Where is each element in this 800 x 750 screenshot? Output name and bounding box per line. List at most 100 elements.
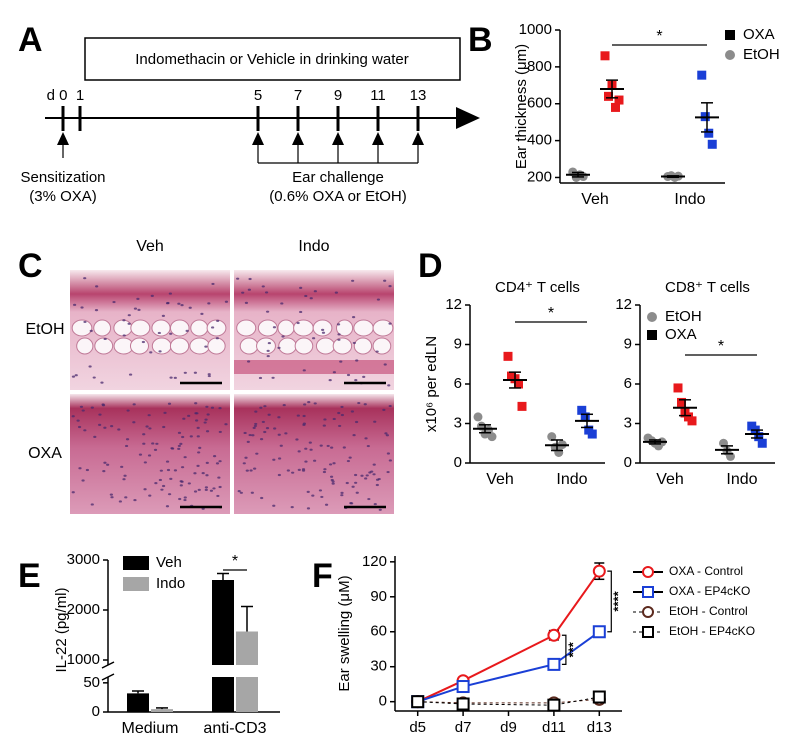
nucleus [187,414,191,417]
nucleus [365,474,369,477]
nucleus [165,460,170,463]
nucleus [183,498,187,502]
nucleus [254,410,258,413]
nucleus [217,476,221,479]
legend-label: OXA [743,26,775,43]
fat-cell [113,319,133,337]
nucleus [331,482,335,485]
nucleus [193,472,197,475]
x-tick-label: d5 [409,719,426,736]
nucleus [302,369,306,372]
nucleus [321,328,325,332]
nucleus [354,473,358,477]
nucleus [158,350,162,353]
nucleus [218,406,222,410]
y-tick-label: 9 [454,335,462,352]
significance-label: **** [611,590,626,611]
day-label: 1 [76,87,84,104]
y-tick-label: 200 [527,168,552,185]
nucleus [117,428,121,431]
data-point [487,432,497,442]
fat-cell [130,319,151,337]
nucleus [137,308,141,311]
nucleus [110,496,114,499]
nucleus [290,506,294,509]
y-axis-label: IL-22 (pg/ml) [53,587,70,672]
nucleus [197,451,201,454]
legend-marker [647,312,657,322]
nucleus [94,309,99,312]
nucleus [180,466,185,469]
nucleus [286,469,290,472]
nucleus [261,420,265,424]
data-point [517,401,527,411]
fat-cell [236,319,257,337]
day-label: 5 [254,87,262,104]
nucleus [253,467,257,470]
nucleus [79,405,84,408]
nucleus [207,374,211,378]
nucleus [188,306,192,309]
row-label: EtOH [25,321,64,338]
day-label: d 0 [47,87,68,104]
data-point [554,447,564,457]
nucleus [273,427,277,430]
nucleus [169,332,173,335]
nucleus [383,363,387,366]
bar [127,693,149,712]
nucleus [125,438,130,441]
nucleus [264,291,269,294]
nucleus [266,349,270,352]
panel-label: F [312,557,333,595]
nucleus [109,493,113,496]
nucleus [244,456,248,459]
legend-marker [647,330,657,340]
nucleus [280,302,284,305]
nucleus [195,412,199,415]
nucleus [136,297,140,300]
nucleus [297,450,301,453]
nucleus [307,401,311,404]
nucleus [173,469,178,472]
nucleus [245,469,249,472]
significance-label: * [718,338,724,355]
nucleus [148,494,152,497]
bar [236,631,258,712]
nucleus [159,469,163,472]
nucleus [284,432,288,435]
nucleus [259,406,263,409]
nucleus [324,503,329,506]
nucleus [83,429,87,432]
arrow-head [412,132,424,145]
nucleus [354,481,358,484]
panel-label: E [18,557,41,595]
nucleus [157,331,161,335]
y-tick-label: 0 [379,693,387,710]
fat-cell [257,319,278,337]
y-tick-label: 1000 [67,651,100,668]
nucleus [106,463,110,466]
legend-marker [642,626,654,638]
nucleus [120,465,124,468]
nucleus [279,444,283,447]
nucleus [205,430,210,433]
nucleus [141,340,145,344]
nucleus [277,473,281,477]
nucleus [342,446,346,449]
nucleus [166,301,170,305]
y-tick-label: 30 [370,658,387,675]
fat-cell [71,319,93,337]
nucleus [248,433,252,437]
nucleus [322,470,327,474]
nucleus [354,379,358,382]
data-point [547,628,561,642]
legend-marker [123,556,149,570]
fat-cell [169,337,190,355]
fat-cell [277,319,295,337]
nucleus [149,351,153,354]
nucleus [345,481,349,485]
nucleus [382,408,386,411]
nucleus [364,437,368,440]
legend-marker [642,566,654,578]
